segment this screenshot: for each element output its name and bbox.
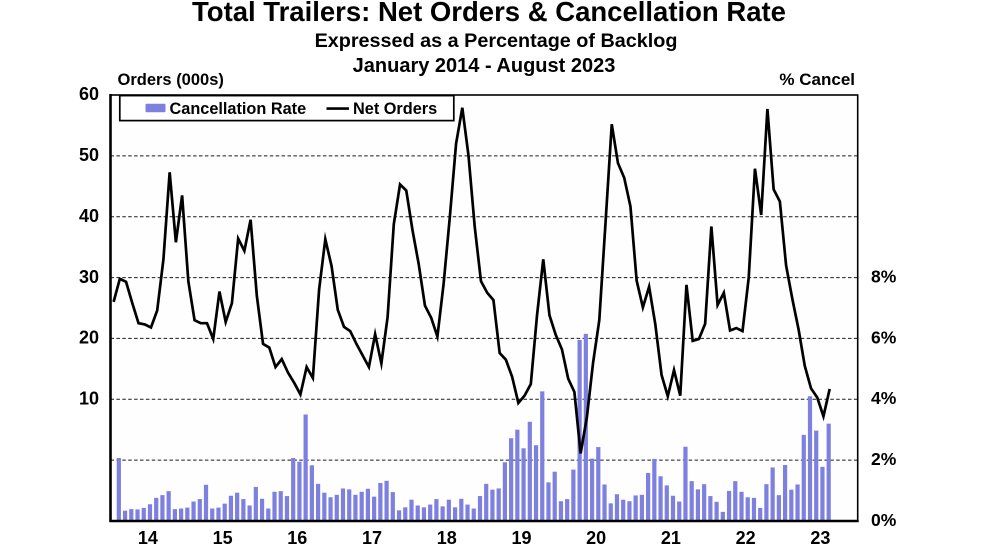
svg-text:40: 40 — [79, 206, 99, 226]
svg-text:22: 22 — [736, 528, 756, 548]
svg-text:10: 10 — [79, 388, 99, 408]
svg-text:Expressed as a Percentage of B: Expressed as a Percentage of Backlog — [315, 30, 678, 52]
svg-text:15: 15 — [213, 528, 233, 548]
svg-text:0%: 0% — [871, 510, 897, 530]
svg-text:23: 23 — [810, 528, 830, 548]
svg-text:Cancellation Rate: Cancellation Rate — [170, 100, 307, 118]
svg-text:Orders (000s): Orders (000s) — [118, 71, 224, 89]
svg-text:2%: 2% — [871, 449, 897, 469]
svg-text:19: 19 — [511, 528, 531, 548]
svg-text:6%: 6% — [871, 327, 897, 347]
svg-text:January 2014 - August 2023: January 2014 - August 2023 — [353, 55, 616, 77]
svg-text:16: 16 — [287, 528, 307, 548]
svg-text:21: 21 — [661, 528, 681, 548]
svg-text:18: 18 — [437, 528, 457, 548]
svg-text:50: 50 — [79, 145, 99, 165]
svg-text:30: 30 — [79, 267, 99, 287]
svg-text:60: 60 — [79, 84, 99, 104]
svg-text:20: 20 — [586, 528, 606, 548]
svg-text:8%: 8% — [871, 266, 897, 286]
svg-text:14: 14 — [138, 528, 158, 548]
svg-text:17: 17 — [362, 528, 382, 548]
svg-text:Total Trailers: Net Orders & C: Total Trailers: Net Orders & Cancellatio… — [192, 0, 786, 27]
svg-text:4%: 4% — [871, 388, 897, 408]
svg-text:% Cancel: % Cancel — [779, 70, 855, 89]
svg-text:20: 20 — [79, 328, 99, 348]
svg-text:Net Orders: Net Orders — [353, 100, 437, 118]
